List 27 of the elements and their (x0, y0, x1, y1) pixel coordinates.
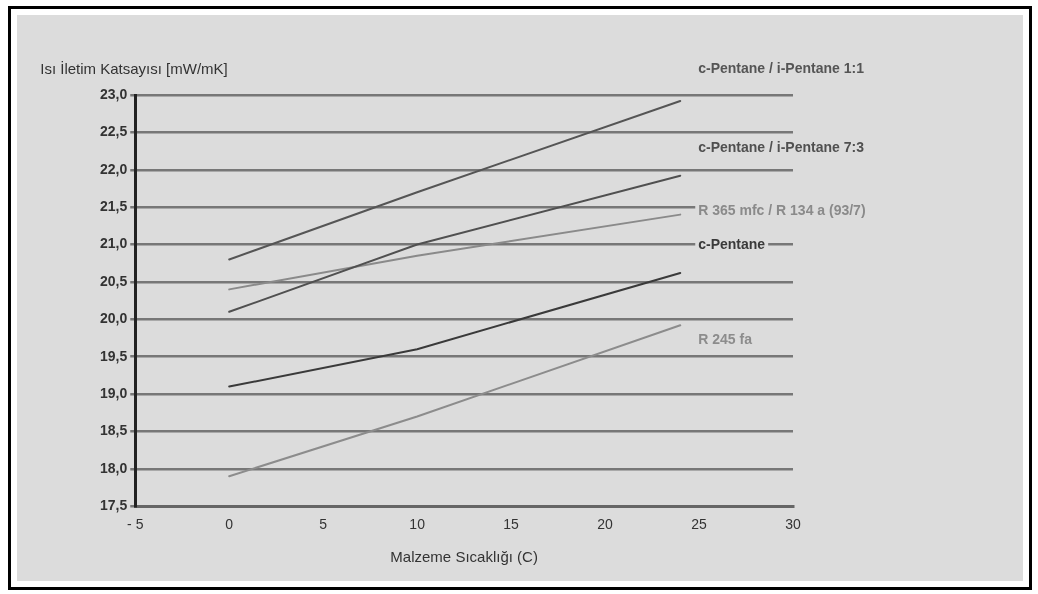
x-tick-label: 0 (225, 516, 234, 533)
x-tick-label: 30 (785, 516, 801, 533)
series-label: R 245 fa (698, 331, 753, 348)
x-axis-title: Malzeme Sıcaklığı (C) (390, 548, 538, 566)
series-label: R 365 mfc / R 134 a (93/7) (698, 202, 866, 219)
y-tick-label: 18,0 (100, 459, 128, 476)
y-tick-label: 22,5 (100, 123, 128, 140)
x-tick-label: 15 (503, 516, 520, 533)
y-tick-label: 22,0 (100, 160, 128, 177)
y-axis-title: Isı İletim Katsayısı [mW/mK] (40, 59, 228, 77)
y-tick-label: 20,5 (100, 272, 128, 289)
text: c-Pentane / i-Pentane 1:1 (698, 59, 865, 76)
y-tick-label: 21,5 (100, 198, 128, 214)
y-tick-label: 20,0 (100, 310, 128, 327)
x-tick-label: 25 (691, 516, 708, 533)
x-tick-label: - 5 (127, 516, 144, 533)
series-label: c-Pentane / i-Pentane 7:3 (698, 138, 865, 155)
y-tick-label: 21,0 (100, 235, 128, 252)
x-tick-label: 20 (597, 516, 614, 533)
series-label: c-Pentane (698, 235, 766, 252)
y-tick-label: 19,0 (100, 384, 128, 401)
y-tick-label: 23,0 (100, 85, 128, 102)
y-tick-label: 17,5 (100, 497, 128, 514)
y-tick-label: 18,5 (100, 422, 128, 439)
x-tick-label: 10 (409, 516, 426, 533)
y-tick-label: 19,5 (100, 347, 128, 364)
x-tick-label: 5 (319, 516, 328, 533)
